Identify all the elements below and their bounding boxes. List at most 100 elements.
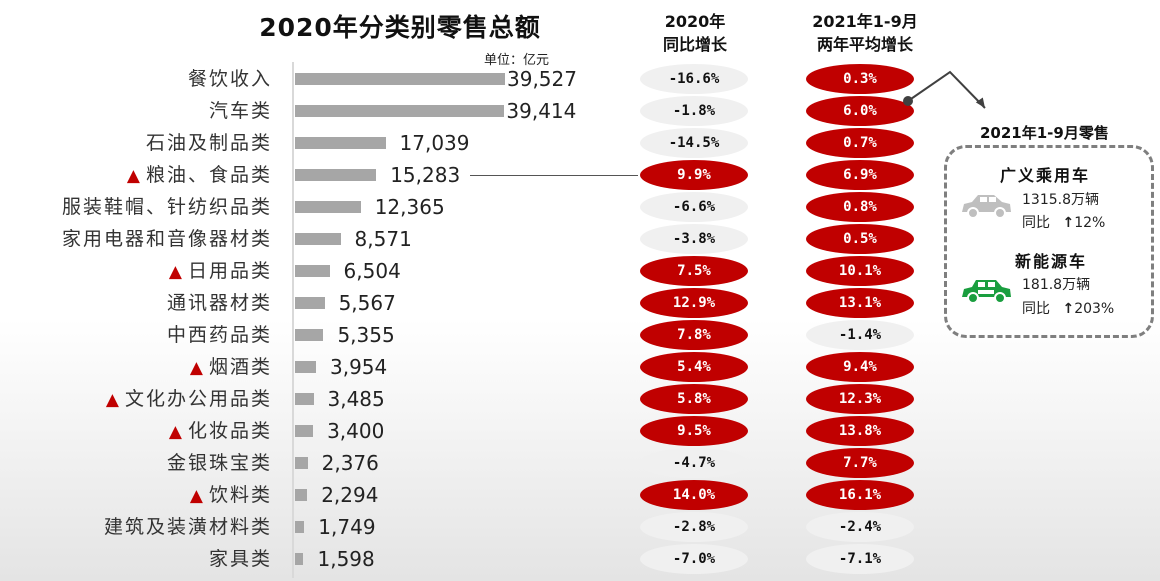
growth-2020-pill: 5.4%: [640, 352, 748, 382]
yoy-value: 203%: [1074, 301, 1115, 317]
growth-2020-pill: -6.6%: [640, 192, 748, 222]
category-name: 汽车类: [208, 100, 272, 122]
growth-2021-pill: 9.4%: [806, 352, 914, 382]
car-icon: [962, 195, 1011, 219]
highlight-triangle-icon: ▲: [168, 422, 184, 442]
growth-2021-pill: -7.1%: [806, 544, 914, 574]
bar-value-label: 17,039: [399, 131, 470, 155]
bar-value-label: 5,567: [338, 291, 396, 315]
column-header-2020-yoy: 2020年 同比增长: [640, 10, 750, 56]
category-axis-line: [292, 62, 294, 578]
highlight-triangle-icon: ▲: [126, 166, 142, 186]
growth-2021-pill: 0.7%: [806, 128, 914, 158]
growth-2020-pill: -4.7%: [640, 448, 748, 478]
yoy-label: 同比: [1022, 301, 1050, 317]
bar-value-label: 39,414: [506, 99, 577, 123]
highlight-triangle-icon: ▲: [168, 262, 184, 282]
growth-2021-pill: 7.7%: [806, 448, 914, 478]
callout-title: 2021年1-9月零售: [980, 124, 1109, 142]
bar: [295, 73, 505, 85]
electric-car-icon: [962, 280, 1011, 304]
yoy-label: 同比: [1022, 215, 1050, 231]
bar: [295, 329, 324, 341]
growth-2020-pill: -1.8%: [640, 96, 748, 126]
growth-2021-pill: 13.8%: [806, 416, 914, 446]
bar: [295, 553, 304, 565]
growth-2021-pill: 12.3%: [806, 384, 914, 414]
growth-2020-pill: -7.0%: [640, 544, 748, 574]
growth-2020-pill: -3.8%: [640, 224, 748, 254]
growth-2021-pill: 10.1%: [806, 256, 914, 286]
highlight-triangle-icon: ▲: [105, 390, 121, 410]
category-name: 中西药品类: [166, 324, 272, 346]
category-label: 金银珠宝类: [167, 447, 272, 479]
segment-title-ev: 新能源车: [1015, 252, 1088, 271]
bar-value-label: 2,294: [321, 483, 379, 507]
bar: [295, 425, 314, 437]
bar-value-label: 6,504: [343, 259, 401, 283]
growth-2020-pill: 12.9%: [640, 288, 748, 318]
bar-value-label: 8,571: [354, 227, 412, 251]
bar-value-label: 3,485: [327, 387, 385, 411]
category-name: 化妆品类: [187, 420, 272, 442]
highlight-triangle-icon: ▲: [189, 358, 205, 378]
growth-2020-pill: 9.9%: [640, 160, 748, 190]
growth-2020-pill: 7.5%: [640, 256, 748, 286]
bar: [295, 169, 377, 181]
bar-value-label: 1,598: [317, 547, 375, 571]
bar-value-label: 15,283: [390, 163, 461, 187]
arrow-head: [975, 97, 985, 108]
category-label: ▲ 饮料类: [190, 479, 272, 511]
bar-value-label: 5,355: [337, 323, 395, 347]
category-name: 金银珠宝类: [166, 452, 272, 474]
growth-2021-pill: 0.8%: [806, 192, 914, 222]
column-header-line2: 两年平均增长: [816, 35, 913, 54]
category-name: 家用电器和音像器材类: [61, 228, 272, 250]
bar-value-label: 3,400: [327, 419, 385, 443]
bar: [295, 233, 341, 245]
growth-2020-pill: -16.6%: [640, 64, 748, 94]
bar-value-label: 3,954: [330, 355, 388, 379]
category-label: 中西药品类: [167, 319, 272, 351]
bar: [295, 105, 505, 117]
growth-2021-pill: 6.9%: [806, 160, 914, 190]
category-name: 建筑及装潢材料类: [103, 516, 272, 538]
bar: [295, 297, 325, 309]
bar: [295, 361, 316, 373]
category-label: 服装鞋帽、针纺织品类: [62, 191, 272, 223]
growth-2020-pill: -14.5%: [640, 128, 748, 158]
category-name: 通讯器材类: [166, 292, 272, 314]
growth-2021-pill: 0.5%: [806, 224, 914, 254]
column-header-line2: 同比增长: [662, 35, 727, 54]
category-label: 家具类: [209, 543, 272, 575]
arrow-path: [907, 70, 986, 109]
category-label: 建筑及装潢材料类: [104, 511, 272, 543]
bar: [295, 521, 305, 533]
growth-2020-pill: 9.5%: [640, 416, 748, 446]
category-name: 烟酒类: [208, 356, 272, 378]
growth-2021-pill: 0.3%: [806, 64, 914, 94]
column-header-line1: 2021年1-9月: [812, 12, 918, 31]
growth-2020-pill: 5.8%: [640, 384, 748, 414]
bar: [295, 137, 386, 149]
category-label: 家用电器和音像器材类: [62, 223, 272, 255]
bar-value-label: 1,749: [318, 515, 376, 539]
up-arrow-icon: ↑: [1062, 301, 1075, 317]
segment-yoy-ev: 同比 ↑203%: [1022, 298, 1114, 318]
bar-value-label: 2,376: [321, 451, 379, 475]
growth-2020-pill: -2.8%: [640, 512, 748, 542]
category-label: 餐饮收入: [188, 63, 272, 95]
bar-value-label: 39,527: [507, 67, 577, 91]
category-label: 石油及制品类: [146, 127, 272, 159]
category-name: 文化办公用品类: [124, 388, 272, 410]
connector-line: [470, 175, 638, 176]
growth-2021-pill: -2.4%: [806, 512, 914, 542]
category-label: ▲ 文化办公用品类: [106, 383, 272, 415]
highlight-triangle-icon: ▲: [189, 486, 205, 506]
bar: [295, 393, 314, 405]
column-header-2021-two-year-avg: 2021年1-9月 两年平均增长: [795, 10, 935, 56]
bar: [295, 457, 308, 469]
category-name: 日用品类: [187, 260, 272, 282]
category-label: ▲ 日用品类: [169, 255, 272, 287]
